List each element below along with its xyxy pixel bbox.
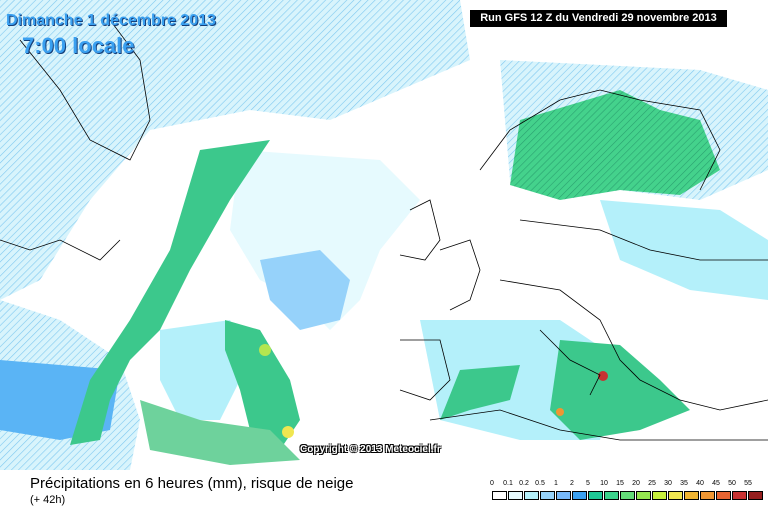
map-date: Dimanche 1 décembre 2013 xyxy=(6,12,216,29)
legend-swatch xyxy=(668,491,683,500)
legend-label: 0.1 xyxy=(503,480,513,487)
precip-core xyxy=(556,408,564,416)
copyright: Copyright © 2013 Meteociel.fr xyxy=(300,444,441,455)
legend-label: 10 xyxy=(600,480,608,487)
lead-time: (+ 42h) xyxy=(30,494,66,506)
legend-label: 30 xyxy=(664,480,672,487)
legend-label: 25 xyxy=(648,480,656,487)
precip-area xyxy=(260,250,350,330)
legend-swatch xyxy=(700,491,715,500)
precip-core xyxy=(598,371,608,381)
legend-label: 0 xyxy=(490,480,494,487)
precip-band xyxy=(550,340,690,440)
legend-swatch xyxy=(684,491,699,500)
precip-area xyxy=(600,200,768,300)
legend-swatch xyxy=(620,491,635,500)
legend-swatch xyxy=(604,491,619,500)
map xyxy=(0,0,768,470)
legend-label: 2 xyxy=(570,480,574,487)
legend-label: 5 xyxy=(586,480,590,487)
legend-swatch xyxy=(492,491,507,500)
legend-swatch xyxy=(636,491,651,500)
legend-label: 20 xyxy=(632,480,640,487)
model-run: Run GFS 12 Z du Vendredi 29 novembre 201… xyxy=(470,10,727,27)
legend-label: 0.5 xyxy=(535,480,545,487)
legend-label: 40 xyxy=(696,480,704,487)
snow-area xyxy=(0,0,470,300)
precip-band xyxy=(440,365,520,420)
legend-label: 45 xyxy=(712,480,720,487)
legend-swatch xyxy=(716,491,731,500)
caption: Précipitations en 6 heures (mm), risque … xyxy=(30,475,354,492)
legend-label: 50 xyxy=(728,480,736,487)
precip-band xyxy=(140,400,300,465)
legend-label: 55 xyxy=(744,480,752,487)
legend-label: 15 xyxy=(616,480,624,487)
coastlines xyxy=(0,19,768,441)
map-time: 7:00 locale xyxy=(22,33,135,58)
legend-swatch xyxy=(732,491,747,500)
precip-core xyxy=(259,344,271,356)
legend-swatch xyxy=(556,491,571,500)
legend-swatch xyxy=(508,491,523,500)
legend-label: 1 xyxy=(554,480,558,487)
precip-band xyxy=(510,90,720,200)
legend-label: 35 xyxy=(680,480,688,487)
legend-label: 0.2 xyxy=(519,480,529,487)
legend-swatch xyxy=(524,491,539,500)
precip-band xyxy=(70,140,270,445)
legend: 0 0.1 0.2 0.5 1 2 5 10 15 20 25 30 35 40 45 50 55 xyxy=(490,480,763,506)
precip-core xyxy=(282,426,294,438)
legend-swatch xyxy=(652,491,667,500)
legend-swatch xyxy=(588,491,603,500)
precip-band xyxy=(225,320,300,450)
legend-swatch xyxy=(572,491,587,500)
legend-swatch xyxy=(748,491,763,500)
legend-swatch xyxy=(540,491,555,500)
